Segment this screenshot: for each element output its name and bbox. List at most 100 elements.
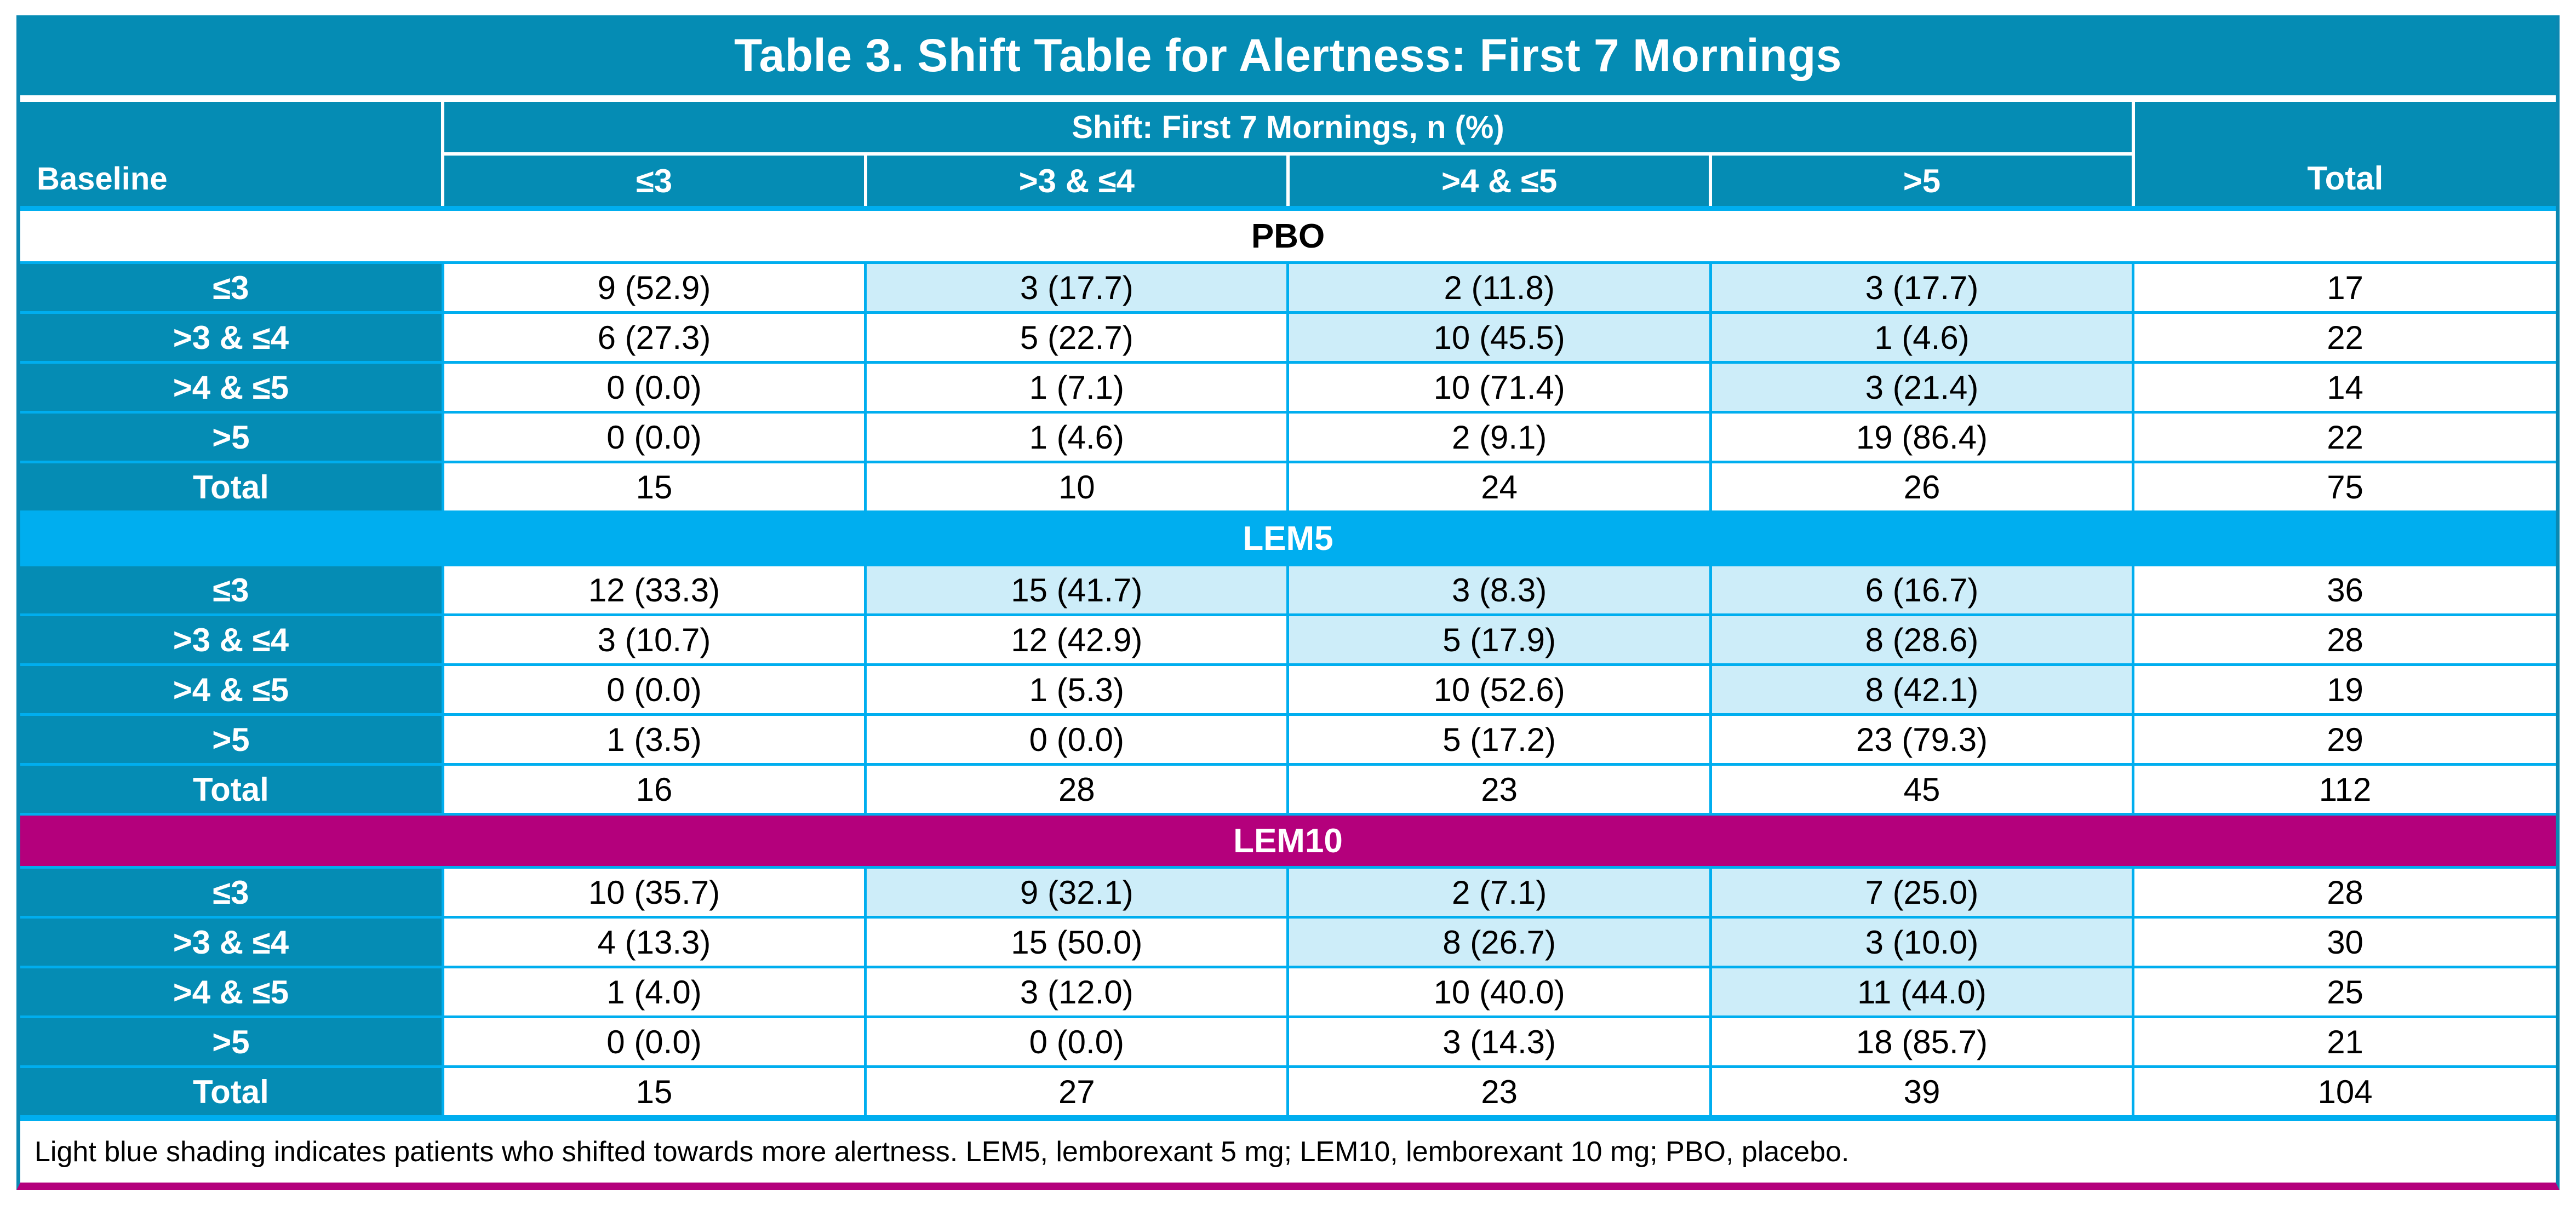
row-label: >4 & ≤5 — [20, 966, 444, 1018]
data-cell: 10 (71.4) — [1286, 361, 1712, 414]
table-row: >3 & ≤4 6 (27.3) 5 (22.7) 10 (45.5) 1 (4.6) 2… — [20, 311, 2556, 364]
section-band-lem10: LEM10 — [20, 813, 2556, 869]
data-table: Baseline Shift: First 7 Mornings, n (%) … — [20, 102, 2556, 1118]
data-cell: 10 (45.5) — [1286, 311, 1712, 364]
data-cell: 1 (3.5) — [441, 713, 867, 766]
row-label: >4 & ≤5 — [20, 663, 444, 716]
row-total-cell: 14 — [2132, 361, 2556, 414]
data-cell: 2 (7.1) — [1286, 866, 1712, 919]
row-label: Total — [20, 461, 444, 513]
row-label: >5 — [20, 713, 444, 766]
data-cell: 3 (14.3) — [1286, 1015, 1712, 1068]
section-band-row: LEM5 — [20, 510, 2556, 566]
data-cell: 1 (4.6) — [1709, 311, 2135, 364]
table-title: Table 3. Shift Table for Alertness: Firs… — [20, 15, 2556, 95]
header-row-group: Baseline Shift: First 7 Mornings, n (%) … — [20, 102, 2556, 211]
table-row: >3 & ≤4 3 (10.7) 12 (42.9) 5 (17.9) 8 (28.6)… — [20, 613, 2556, 666]
data-cell: 27 — [864, 1065, 1290, 1118]
data-cell: 23 (79.3) — [1709, 713, 2135, 766]
data-cell: 15 (41.7) — [864, 564, 1290, 616]
data-cell: 15 (50.0) — [864, 916, 1290, 968]
row-label: >3 & ≤4 — [20, 311, 444, 364]
data-cell: 23 — [1286, 1065, 1712, 1118]
table-row: ≤3 12 (33.3) 15 (41.7) 3 (8.3) 6 (16.7) 36 — [20, 564, 2556, 616]
table-row: ≤3 10 (35.7) 9 (32.1) 2 (7.1) 7 (25.0) 28 — [20, 866, 2556, 919]
data-cell: 4 (13.3) — [441, 916, 867, 968]
column-header-total: Total — [2131, 102, 2556, 211]
table-row: >5 1 (3.5) 0 (0.0) 5 (17.2) 23 (79.3) 29 — [20, 713, 2556, 766]
row-label: >3 & ≤4 — [20, 613, 444, 666]
data-cell: 10 (40.0) — [1286, 966, 1712, 1018]
row-total-cell: 19 — [2132, 663, 2556, 716]
data-cell: 6 (16.7) — [1709, 564, 2135, 616]
data-cell: 5 (22.7) — [864, 311, 1290, 364]
row-label: >5 — [20, 411, 444, 463]
data-cell: 16 — [441, 763, 867, 816]
data-cell: 18 (85.7) — [1709, 1015, 2135, 1068]
row-total-cell: 28 — [2132, 866, 2556, 919]
column-header-gt4-le5: >4 & ≤5 — [1286, 154, 1711, 211]
data-cell: 3 (8.3) — [1286, 564, 1712, 616]
data-cell: 0 (0.0) — [864, 1015, 1290, 1068]
data-cell: 3 (10.7) — [441, 613, 867, 666]
data-cell: 24 — [1286, 461, 1712, 513]
table-row: Total 15 10 24 26 75 — [20, 461, 2556, 513]
data-cell: 3 (17.7) — [1709, 261, 2135, 314]
row-total-cell: 104 — [2132, 1065, 2556, 1118]
data-cell: 1 (7.1) — [864, 361, 1290, 414]
row-total-cell: 36 — [2132, 564, 2556, 616]
title-divider — [20, 95, 2556, 102]
table-row: >4 & ≤5 0 (0.0) 1 (5.3) 10 (52.6) 8 (42.1) 19 — [20, 663, 2556, 716]
row-label: ≤3 — [20, 866, 444, 919]
data-cell: 10 (52.6) — [1286, 663, 1712, 716]
header-row-shift-columns: ≤3 >3 & ≤4 >4 & ≤5 >5 — [20, 154, 2556, 211]
table-header: Baseline Shift: First 7 Mornings, n (%) … — [20, 102, 2556, 211]
row-label: ≤3 — [20, 564, 444, 616]
data-cell: 8 (28.6) — [1709, 613, 2135, 666]
data-cell: 15 — [441, 461, 867, 513]
row-label: Total — [20, 1065, 444, 1118]
data-cell: 15 — [441, 1065, 867, 1118]
row-total-cell: 17 — [2132, 261, 2556, 314]
column-header-le3: ≤3 — [443, 154, 866, 211]
data-cell: 3 (10.0) — [1709, 916, 2135, 968]
table-row: Total 16 28 23 45 112 — [20, 763, 2556, 816]
data-cell: 6 (27.3) — [441, 311, 867, 364]
data-cell: 2 (11.8) — [1286, 261, 1712, 314]
data-cell: 26 — [1709, 461, 2135, 513]
row-label: >3 & ≤4 — [20, 916, 444, 968]
data-cell: 12 (33.3) — [441, 564, 867, 616]
row-total-cell: 22 — [2132, 311, 2556, 364]
section-band-pbo: PBO — [20, 207, 2556, 264]
data-cell: 0 (0.0) — [441, 663, 867, 716]
data-cell: 8 (42.1) — [1709, 663, 2135, 716]
row-total-cell: 21 — [2132, 1015, 2556, 1068]
data-cell: 8 (26.7) — [1286, 916, 1712, 968]
data-cell: 3 (21.4) — [1709, 361, 2135, 414]
table-row: >3 & ≤4 4 (13.3) 15 (50.0) 8 (26.7) 3 (10.0)… — [20, 916, 2556, 968]
row-total-cell: 22 — [2132, 411, 2556, 463]
row-label: >4 & ≤5 — [20, 361, 444, 414]
data-cell: 12 (42.9) — [864, 613, 1290, 666]
row-total-cell: 75 — [2132, 461, 2556, 513]
data-cell: 9 (32.1) — [864, 866, 1290, 919]
column-group-header-shift: Shift: First 7 Mornings, n (%) — [443, 102, 2133, 156]
row-total-cell: 29 — [2132, 713, 2556, 766]
data-cell: 19 (86.4) — [1709, 411, 2135, 463]
data-cell: 11 (44.0) — [1709, 966, 2135, 1018]
data-cell: 1 (4.0) — [441, 966, 867, 1018]
row-total-cell: 28 — [2132, 613, 2556, 666]
table-row: >5 0 (0.0) 1 (4.6) 2 (9.1) 19 (86.4) 22 — [20, 411, 2556, 463]
row-label: Total — [20, 763, 444, 816]
data-cell: 23 — [1286, 763, 1712, 816]
data-cell: 5 (17.9) — [1286, 613, 1712, 666]
column-header-gt5: >5 — [1709, 154, 2133, 211]
data-cell: 39 — [1709, 1065, 2135, 1118]
column-header-baseline: Baseline — [20, 102, 445, 211]
data-cell: 45 — [1709, 763, 2135, 816]
section-band-lem5: LEM5 — [20, 510, 2556, 566]
row-total-cell: 112 — [2132, 763, 2556, 816]
section-band-row: LEM10 — [20, 813, 2556, 869]
table-row: >4 & ≤5 0 (0.0) 1 (7.1) 10 (71.4) 3 (21.4) 14 — [20, 361, 2556, 414]
